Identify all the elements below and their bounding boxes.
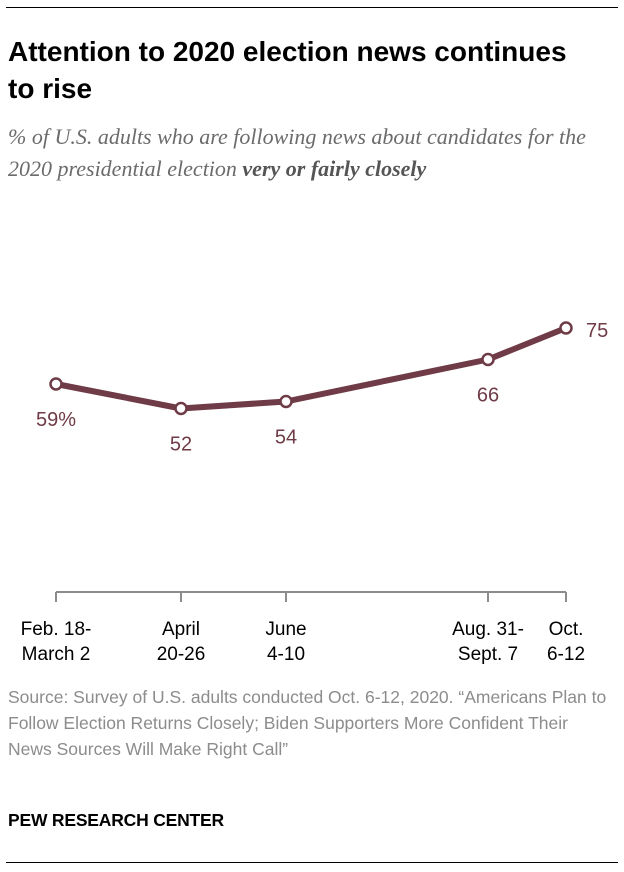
data-point-0 <box>49 377 63 391</box>
x-tick-label-3: Aug. 31-Sept. 7 <box>452 619 524 665</box>
data-point-2 <box>279 394 293 409</box>
subtitle-emphasis: very or fairly closely <box>242 156 427 181</box>
data-point-1 <box>174 401 188 416</box>
top-rule <box>6 7 618 8</box>
data-point-3 <box>481 352 495 367</box>
data-label-2: 54 <box>275 427 297 449</box>
subtitle-lead: % of U.S. adults who are following news … <box>8 124 586 181</box>
x-tick-label-2: June 4-10 <box>265 619 306 665</box>
chart-subtitle: % of U.S. adults who are following news … <box>8 121 608 185</box>
pew-research-center-logo: PEW RESEARCH CENTER <box>8 810 224 830</box>
chart-title: Attention to 2020 election news continue… <box>8 36 567 104</box>
data-label-4: 75 <box>586 320 608 342</box>
data-point-4 <box>559 321 573 335</box>
x-tick-label-4: Oct. 6-12 <box>547 619 585 665</box>
data-label-0: 59% <box>36 409 76 431</box>
source-note: Source: Survey of U.S. adults conducted … <box>8 687 607 759</box>
data-label-3: 66 <box>477 385 499 407</box>
line-chart: Feb. 18-March 2 April 20-26 June 4-10 Aug. 31… <box>21 320 609 665</box>
data-label-1: 52 <box>170 434 192 456</box>
bottom-rule <box>6 862 618 863</box>
x-tick-label-0: Feb. 18-March 2 <box>21 619 92 665</box>
x-tick-label-1: April 20-26 <box>157 619 206 665</box>
